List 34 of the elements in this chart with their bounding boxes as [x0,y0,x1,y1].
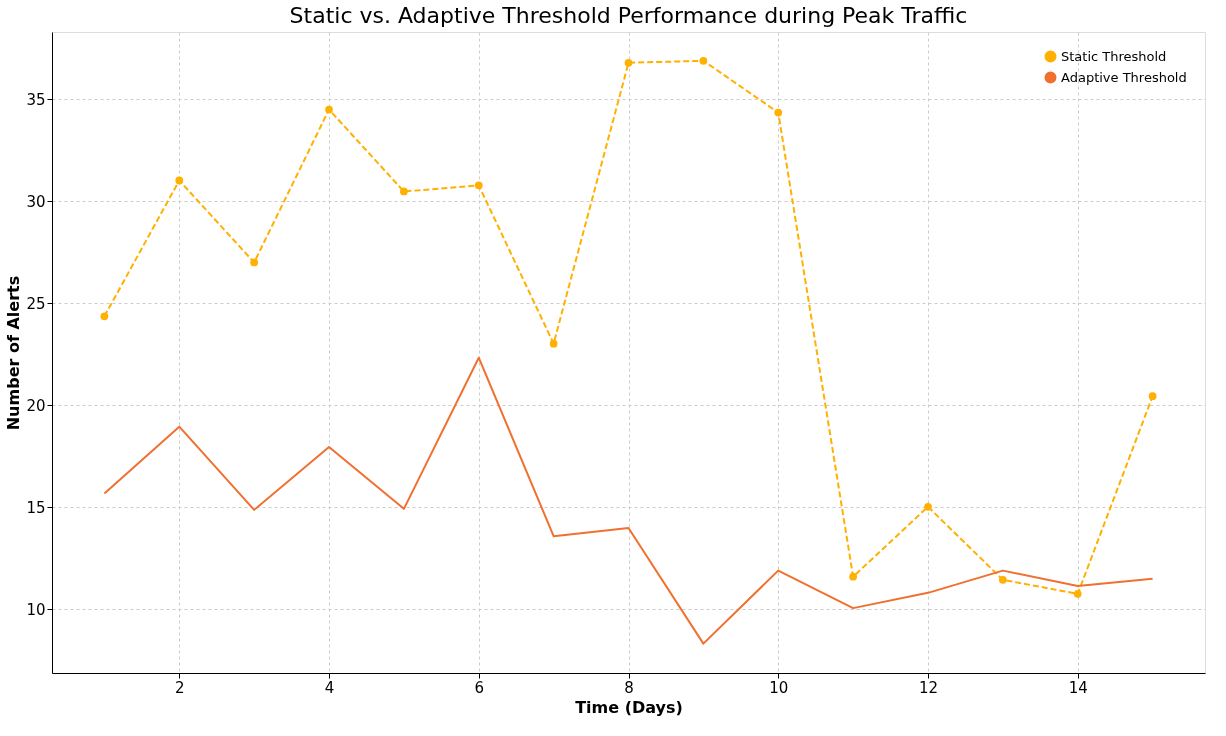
line-series [103,356,1154,645]
point [774,108,783,117]
point [549,339,558,348]
legend-label: Static Threshold [1061,48,1167,64]
x-tick-label: 8 [624,678,634,697]
x-tick-label: 2 [175,678,185,697]
point [250,258,259,267]
y-tick-label: 20 [26,396,46,415]
y-tick-label: 25 [26,294,46,313]
x-tick-label: 12 [918,678,939,697]
point [325,105,333,114]
point [400,187,408,196]
y-axis-title: Number of Alerts [4,275,24,431]
y-tick-label: 35 [26,90,46,109]
y-tick-label: 30 [26,192,46,211]
legend-label: Adaptive Threshold [1061,69,1187,85]
x-axis-title: Time (Days) [575,697,683,717]
point [1073,590,1082,598]
point [849,572,857,581]
x-tick-label: 6 [474,678,485,697]
point [100,312,109,321]
point [699,56,708,65]
x-tick-label: 10 [769,678,789,697]
x-tick-label: 14 [1068,678,1088,697]
point [1148,392,1157,401]
point [175,176,184,185]
point [924,502,932,511]
y-tick-label: 10 [26,600,46,619]
point [474,181,483,190]
chart-title: Static vs. Adaptive Threshold Performance during Peak Traffic [289,3,968,28]
x-tick-label: 4 [324,678,335,697]
point [998,575,1007,584]
y-tick-label: 15 [26,498,46,517]
point [624,58,633,67]
